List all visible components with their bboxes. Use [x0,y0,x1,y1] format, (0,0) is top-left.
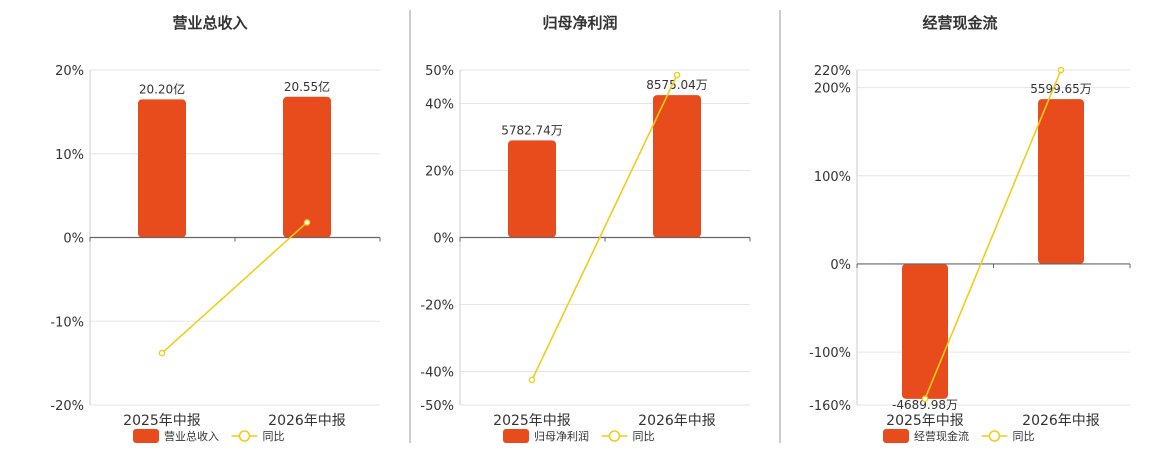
yoy-line [924,69,1062,400]
y-tick-label: 10% [55,148,84,163]
x-tick-label: 2026年中报 [268,413,346,429]
yoy-point [673,71,681,79]
bar-value-label: 8575.04万 [646,78,708,92]
legend-label-bar: 经营现金流 [914,429,969,443]
bar [283,96,331,238]
legend-swatch-point [988,430,1001,442]
yoy-point [921,395,929,403]
y-tick-label: 0% [830,258,851,273]
bar-value-label: 5782.74万 [501,123,563,137]
x-tick-label: 2026年中报 [1022,413,1100,429]
y-tick-label: -160% [809,399,851,414]
yoy-point [158,349,166,357]
chart-panel-1: 营业总收入 20% 10% 0% -10% -20% 20.20亿 20.55亿 2025年中报… [50,14,381,443]
bar [653,95,701,238]
y-tick-label: -40% [420,366,454,381]
legend-swatch-point [238,430,251,442]
chart-panel-2: 归母净利润 50% 40% 20% 0% -20% -40% -50% 5782.74万 8575… [420,14,751,443]
y-tick-label: 20% [425,165,454,180]
yoy-line [531,74,678,381]
y-tick-label: 0% [433,232,454,247]
chart-title: 归母净利润 [542,14,617,32]
legend-swatch-point [608,430,621,442]
bar-value-label: 20.55亿 [284,79,330,94]
yoy-point [303,219,311,226]
bar-value-label: -4689.98万 [892,398,958,412]
bar [902,263,948,399]
legend-swatch-bar [133,429,159,443]
legend-label-line: 同比 [263,430,285,443]
legend-swatch-bar [503,429,529,443]
bar-value-label: 20.20亿 [139,81,185,96]
legend-swatch-bar [883,429,909,443]
y-tick-label: 0% [63,232,84,247]
y-tick-label: 100% [814,170,851,185]
legend-label-bar: 归母净利润 [534,429,589,443]
chart-title: 营业总收入 [172,14,247,32]
bar-value-label: 5599.65万 [1030,82,1092,96]
y-tick-label: -100% [809,346,851,361]
chart-panel-3: 经营现金流 220% 200% 100% 0% -100% -160% -4689.98万 55… [809,14,1131,443]
y-tick-label: -20% [420,299,454,314]
y-tick-label: -10% [50,315,84,330]
y-tick-label: 40% [425,98,454,113]
y-tick-label: 50% [425,64,454,79]
legend-label-line: 同比 [633,430,655,443]
y-tick-label: 200% [814,82,851,97]
x-tick-label: 2026年中报 [638,413,716,429]
bar [508,140,556,238]
yoy-point [1057,66,1065,74]
y-tick-label: -50% [420,399,454,414]
y-tick-label: 20% [55,64,84,79]
legend-label-line: 同比 [1013,430,1035,443]
yoy-line [161,221,308,354]
bar [1038,99,1084,264]
chart-title: 经营现金流 [922,14,997,32]
y-tick-label: -20% [50,399,84,414]
bar [138,99,186,238]
x-tick-label: 2025年中报 [123,413,201,429]
y-tick-label: 220% [814,64,851,79]
legend-label-bar: 营业总收入 [164,429,219,443]
yoy-point [528,376,536,384]
x-tick-label: 2025年中报 [493,413,571,429]
x-tick-label: 2025年中报 [886,413,964,429]
